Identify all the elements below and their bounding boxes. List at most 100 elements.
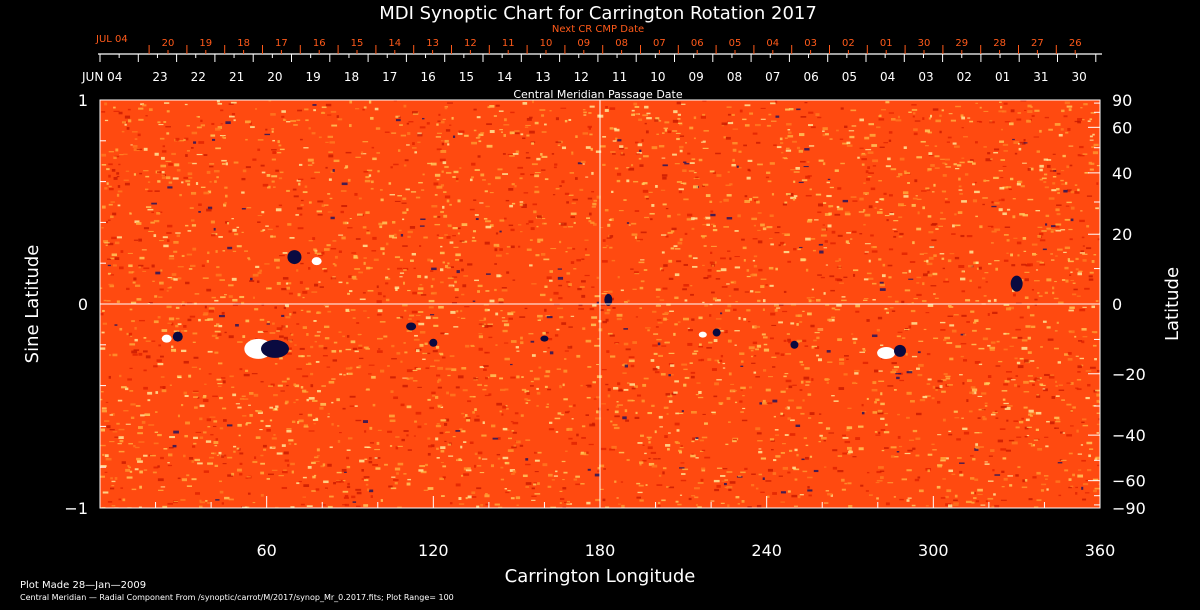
field-pixel	[637, 491, 643, 494]
field-pixel	[410, 191, 417, 193]
field-pixel	[1040, 384, 1046, 387]
field-pixel	[158, 489, 164, 491]
field-pixel	[329, 446, 333, 449]
field-pixel	[106, 425, 111, 429]
field-pixel	[656, 319, 662, 321]
field-pixel	[890, 446, 897, 449]
field-pixel	[133, 445, 136, 448]
field-pixel	[676, 101, 681, 105]
field-pixel	[756, 432, 762, 435]
field-pixel	[263, 448, 267, 451]
field-pixel	[1064, 266, 1069, 270]
field-pixel	[625, 419, 630, 422]
field-pixel	[985, 158, 992, 162]
field-pixel	[338, 479, 344, 483]
field-pixel	[293, 401, 296, 404]
field-pixel	[222, 250, 226, 252]
field-pixel	[509, 204, 514, 208]
field-pixel	[678, 449, 682, 452]
field-pixel	[537, 241, 541, 243]
field-pixel	[355, 238, 361, 240]
field-pixel	[932, 108, 939, 111]
field-pixel	[485, 290, 490, 292]
field-pixel	[643, 269, 648, 271]
field-pixel	[897, 413, 900, 416]
field-pixel	[807, 486, 810, 489]
field-pixel	[152, 471, 157, 474]
field-pixel	[1094, 457, 1098, 461]
field-pixel	[911, 108, 918, 111]
field-pixel	[523, 192, 529, 194]
field-pixel	[811, 346, 814, 349]
field-pixel	[537, 319, 541, 322]
field-pixel	[1081, 486, 1084, 490]
field-pixel	[396, 267, 403, 270]
field-pixel	[811, 378, 814, 381]
field-pixel	[371, 250, 377, 252]
field-pixel	[1066, 165, 1070, 169]
field-pixel	[437, 378, 442, 382]
field-pixel	[110, 477, 113, 480]
field-pixel	[1069, 306, 1075, 309]
field-pixel	[785, 149, 792, 152]
field-pixel	[651, 464, 658, 468]
field-pixel	[797, 248, 801, 251]
field-pixel	[634, 236, 637, 239]
field-pixel	[269, 406, 274, 409]
field-pixel	[880, 344, 884, 347]
field-pixel	[742, 407, 746, 410]
field-pixel	[233, 161, 239, 164]
field-pixel	[681, 363, 688, 366]
field-pixel	[788, 399, 794, 402]
field-pixel	[288, 439, 294, 442]
field-pixel	[1070, 409, 1073, 412]
field-pixel	[728, 295, 732, 297]
field-pixel	[911, 504, 916, 507]
field-pixel	[864, 251, 869, 253]
field-pixel	[544, 385, 548, 389]
field-pixel	[606, 408, 609, 411]
field-pixel	[403, 342, 406, 344]
field-pixel	[315, 417, 319, 420]
field-pixel	[444, 106, 449, 108]
field-pixel	[639, 499, 644, 502]
cmp-date-tick-label: 13	[535, 70, 550, 84]
field-pixel	[823, 202, 827, 204]
field-pixel	[589, 212, 592, 216]
field-pixel	[302, 375, 309, 378]
field-pixel	[1023, 138, 1026, 142]
field-pixel	[120, 250, 124, 253]
field-pixel	[973, 497, 977, 500]
field-pixel	[101, 153, 107, 157]
field-pixel	[102, 309, 105, 312]
field-pixel	[762, 299, 766, 303]
field-pixel	[579, 286, 585, 288]
field-pixel	[647, 446, 653, 450]
field-pixel	[871, 250, 878, 253]
field-pixel	[751, 473, 756, 475]
field-pixel	[252, 273, 259, 277]
field-pixel	[906, 416, 910, 419]
field-pixel	[698, 346, 704, 348]
field-pixel	[762, 308, 765, 311]
field-pixel	[1097, 238, 1100, 241]
field-pixel	[901, 337, 906, 339]
field-pixel	[1042, 388, 1046, 390]
field-pixel	[984, 461, 988, 463]
field-pixel	[474, 169, 480, 171]
field-pixel	[530, 173, 535, 176]
field-pixel	[1063, 251, 1067, 254]
next-axis-start-label: JUL 04	[95, 34, 128, 45]
field-pixel	[914, 179, 918, 183]
field-pixel	[1018, 180, 1023, 184]
field-pixel	[716, 174, 722, 177]
field-pixel	[727, 121, 734, 125]
field-pixel	[160, 156, 165, 160]
field-pixel	[1016, 436, 1022, 438]
field-pixel	[509, 131, 513, 135]
field-pixel	[246, 476, 251, 478]
field-pixel	[966, 321, 970, 323]
field-pixel	[800, 116, 807, 118]
field-pixel	[998, 101, 1002, 103]
field-pixel	[211, 296, 216, 299]
